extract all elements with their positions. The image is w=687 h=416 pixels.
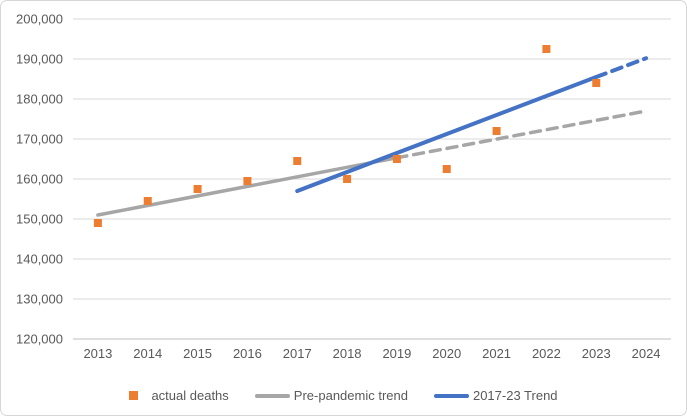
- x-tick-label: 2018: [333, 346, 362, 361]
- y-tick-label: 120,000: [16, 332, 63, 347]
- plot-area[interactable]: 200,000 190,000 180,000 170,000 160,000 150,0…: [1, 1, 687, 373]
- legend: actual deaths Pre-pandemic trend 2017-23…: [1, 388, 686, 403]
- series-marker-line-icon: [433, 393, 469, 398]
- x-tick-label: 2015: [183, 346, 212, 361]
- data-point-2013[interactable]: [93, 219, 102, 227]
- trendline-segment[interactable]: [295, 75, 599, 193]
- y-tick-label: 160,000: [16, 172, 63, 187]
- legend-label: 2017-23 Trend: [472, 388, 558, 403]
- data-point-2018[interactable]: [343, 175, 352, 183]
- x-tick-label: 2017: [283, 346, 312, 361]
- y-tick-label: 200,000: [16, 12, 63, 27]
- y-tick-label: 180,000: [16, 92, 63, 107]
- x-tick-label: 2020: [432, 346, 461, 361]
- x-tick-label: 2021: [482, 346, 511, 361]
- trendline-segment[interactable]: [96, 156, 399, 217]
- x-tick-label: 2023: [582, 346, 611, 361]
- legend-item-actual-deaths[interactable]: actual deaths: [129, 388, 229, 403]
- legend-item-2017-23-trend[interactable]: 2017-23 Trend: [433, 388, 558, 403]
- data-point-2016[interactable]: [243, 177, 252, 185]
- y-tick-label: 140,000: [16, 252, 63, 267]
- data-point-2020[interactable]: [442, 165, 451, 173]
- series-marker-square-icon: [129, 391, 139, 400]
- data-point-2017[interactable]: [293, 157, 302, 165]
- x-tick-label: 2019: [382, 346, 411, 361]
- legend-item-pre-pandemic-trend[interactable]: Pre-pandemic trend: [254, 388, 408, 403]
- trendline-segment[interactable]: [395, 109, 648, 160]
- y-tick-label: 130,000: [16, 292, 63, 307]
- legend-label: actual deaths: [151, 388, 229, 403]
- data-point-2021[interactable]: [492, 127, 501, 135]
- legend-label: Pre-pandemic trend: [293, 388, 408, 403]
- x-tick-label: 2016: [233, 346, 262, 361]
- data-point-2019[interactable]: [392, 155, 401, 163]
- data-point-2015[interactable]: [193, 185, 202, 193]
- x-tick-label: 2024: [632, 346, 661, 361]
- y-tick-label: 150,000: [16, 212, 63, 227]
- data-point-2022[interactable]: [542, 45, 551, 53]
- series-marker-line-icon: [254, 393, 290, 398]
- data-point-2014[interactable]: [143, 197, 152, 205]
- y-tick-label: 190,000: [16, 52, 63, 67]
- x-tick-label: 2014: [133, 346, 162, 361]
- x-tick-label: 2022: [532, 346, 561, 361]
- y-tick-label: 170,000: [16, 132, 63, 147]
- x-tick-label: 2013: [83, 346, 112, 361]
- trendline-segment[interactable]: [594, 56, 649, 79]
- data-point-2023[interactable]: [592, 79, 601, 87]
